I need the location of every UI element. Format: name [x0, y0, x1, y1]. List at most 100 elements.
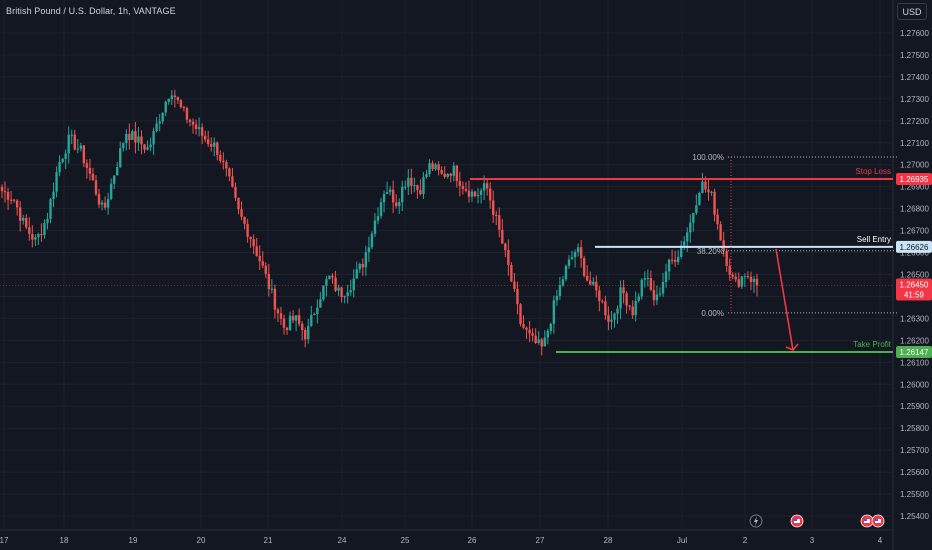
- candle-body: [495, 215, 498, 217]
- candle-body: [543, 337, 546, 347]
- countdown-text: 41:59: [904, 290, 925, 299]
- symbol-title[interactable]: British Pound / U.S. Dollar, 1h, VANTAGE: [6, 6, 176, 16]
- time-tick-label: 17: [0, 536, 9, 545]
- candle-body: [307, 325, 310, 340]
- candle-body: [476, 194, 480, 197]
- candle-body: [15, 200, 19, 208]
- candle-body: [43, 223, 46, 236]
- candle-body: [76, 148, 80, 150]
- candle-body: [225, 161, 228, 169]
- sell-entry-price-tag: [896, 240, 932, 253]
- candle-body: [716, 214, 719, 225]
- candle-body: [64, 153, 67, 159]
- candle-body: [9, 199, 13, 201]
- candle-body: [216, 142, 219, 155]
- candle-body: [664, 271, 668, 282]
- candle-body: [112, 175, 116, 184]
- candle-body: [40, 233, 43, 236]
- candle-body: [340, 287, 343, 298]
- us-flag-event-icon[interactable]: [860, 514, 874, 528]
- sell-entry-price-tag-text: 1.26626: [900, 243, 929, 252]
- price-tick-label: 1.25900: [900, 402, 929, 411]
- time-axis: 17 18 19 20 21 24 25 26 27 28 Jul 2 3 4: [0, 536, 883, 545]
- candle-body: [94, 180, 98, 195]
- candle-body: [279, 313, 283, 319]
- candle-body: [6, 192, 10, 200]
- price-tick-label: 1.27100: [900, 139, 929, 148]
- candle-body: [704, 181, 707, 190]
- price-tick-label: 1.26800: [900, 205, 929, 214]
- candle-body: [755, 278, 759, 286]
- candle-body: [152, 131, 155, 145]
- candle-body: [540, 339, 543, 347]
- candle-body: [570, 257, 574, 260]
- candle-body: [203, 135, 207, 140]
- candle-body: [294, 315, 298, 321]
- price-tick-label: 1.27200: [900, 117, 929, 126]
- us-flag-event-icon[interactable]: [871, 514, 885, 528]
- candle-body: [18, 207, 22, 221]
- candle-body: [410, 177, 413, 186]
- candle-body: [513, 281, 516, 289]
- candle-body: [58, 161, 61, 173]
- candle-body: [731, 274, 734, 277]
- candle-body: [291, 315, 295, 321]
- flag-icon-canton: [875, 519, 878, 521]
- candle-body: [237, 197, 240, 210]
- candle-body: [658, 293, 662, 295]
- candle-body: [498, 215, 501, 230]
- candle-body: [443, 173, 446, 177]
- candle-body: [206, 139, 210, 145]
- candle-body: [516, 288, 519, 305]
- candle-body: [385, 192, 389, 194]
- price-tick-label: 1.27300: [900, 95, 929, 104]
- candle-body: [55, 172, 58, 192]
- currency-button[interactable]: USD: [897, 3, 927, 20]
- candle-body: [316, 307, 319, 314]
- candle-body: [85, 163, 89, 168]
- lightning-icon-glyph: [754, 516, 758, 526]
- candle-body: [282, 318, 286, 328]
- candle-body: [179, 100, 183, 108]
- candle-body: [125, 134, 128, 144]
- candle-body: [173, 95, 177, 98]
- candle-body: [616, 308, 619, 314]
- candle-body: [467, 190, 471, 197]
- candle-body: [243, 216, 246, 224]
- sell-entry-label: Sell Entry: [857, 235, 891, 244]
- price-tick-label: 1.26300: [900, 314, 929, 323]
- candle-body: [440, 170, 443, 174]
- candle-body: [710, 191, 713, 193]
- candle-body: [737, 279, 741, 287]
- candle-body: [364, 252, 368, 268]
- lightning-event-icon[interactable]: [749, 514, 763, 528]
- candle-body: [155, 123, 158, 132]
- candle-body: [370, 233, 374, 248]
- candle-body: [358, 263, 361, 270]
- time-tick-label: 3: [810, 536, 815, 545]
- candle-body: [231, 176, 234, 187]
- candle-body: [219, 154, 222, 161]
- candle-body: [3, 191, 7, 193]
- candle-body: [531, 333, 534, 336]
- candle-body: [322, 285, 325, 300]
- candle-body: [0, 186, 4, 192]
- candle-body: [161, 112, 164, 122]
- candle-body: [631, 306, 634, 316]
- time-tick-label: 18: [60, 536, 69, 545]
- candle-body: [140, 136, 143, 145]
- candle-body: [595, 281, 598, 291]
- candle-body: [537, 339, 540, 343]
- flag-icon-canton: [864, 519, 867, 521]
- candle-body: [249, 236, 252, 240]
- us-flag-event-icon[interactable]: [790, 514, 804, 528]
- candle-body: [455, 165, 459, 181]
- time-tick-label: 20: [197, 536, 206, 545]
- price-tick-label: 1.26200: [900, 336, 929, 345]
- candle-body: [525, 327, 528, 330]
- candle-body: [73, 134, 76, 150]
- last-price-tag: [896, 278, 932, 301]
- candle-body: [213, 142, 216, 147]
- candle-body: [601, 301, 604, 303]
